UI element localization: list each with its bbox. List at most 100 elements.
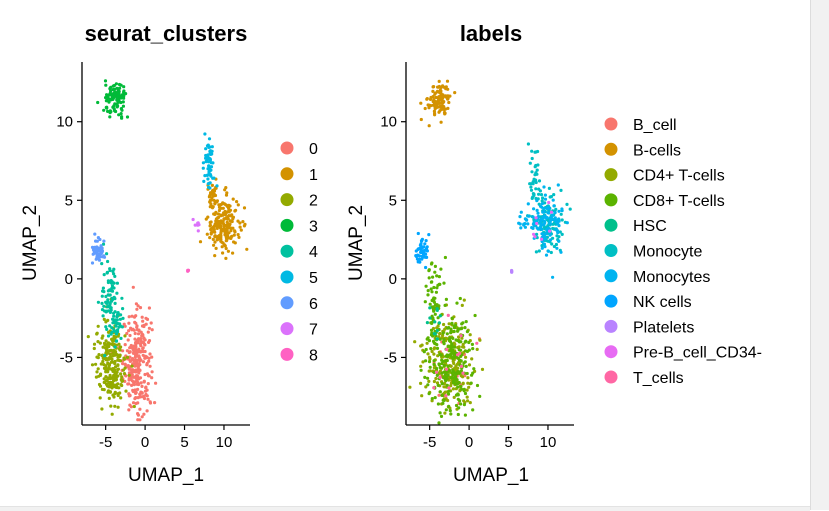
data-point xyxy=(540,246,544,250)
data-point xyxy=(119,396,123,400)
data-point xyxy=(124,374,128,378)
data-point xyxy=(439,107,443,111)
data-point xyxy=(434,370,439,374)
data-point xyxy=(100,262,104,266)
data-point xyxy=(456,339,460,343)
data-point xyxy=(112,348,116,352)
data-point xyxy=(104,370,108,374)
data-point xyxy=(425,97,429,101)
data-point xyxy=(451,368,455,372)
data-point xyxy=(107,344,111,349)
data-point xyxy=(453,371,457,375)
data-point xyxy=(107,363,111,367)
data-point xyxy=(111,97,115,101)
data-point xyxy=(231,215,235,219)
y-tick-label: 5 xyxy=(65,192,73,209)
data-point xyxy=(101,345,105,349)
data-point xyxy=(122,96,126,100)
data-point xyxy=(444,297,448,301)
data-point xyxy=(543,245,547,249)
data-point xyxy=(136,358,140,362)
data-point xyxy=(440,101,444,105)
data-point xyxy=(107,309,111,313)
data-point xyxy=(462,298,466,302)
data-point xyxy=(457,335,461,339)
data-point xyxy=(210,206,215,210)
data-point xyxy=(454,367,458,371)
data-point xyxy=(148,401,153,405)
data-point xyxy=(109,110,113,114)
data-point xyxy=(435,366,439,371)
data-point xyxy=(461,381,465,385)
data-point xyxy=(118,317,122,321)
data-point xyxy=(450,342,454,346)
data-point xyxy=(543,197,548,201)
legend: B_cell B-cells CD4+ T-cells CD8+ T-cells HSC… xyxy=(604,117,762,387)
data-point xyxy=(123,366,127,370)
legend-label: T_cells xyxy=(633,370,684,387)
data-point xyxy=(471,408,475,412)
data-point xyxy=(452,395,456,399)
data-point xyxy=(97,382,102,387)
data-point xyxy=(98,237,102,242)
data-point xyxy=(442,385,446,389)
data-point xyxy=(438,390,442,394)
data-point xyxy=(425,341,429,345)
data-point xyxy=(443,373,447,377)
data-point xyxy=(458,327,462,331)
data-point xyxy=(107,385,111,389)
data-point xyxy=(130,383,134,387)
data-point xyxy=(438,314,442,318)
data-point xyxy=(429,280,433,284)
data-point xyxy=(146,382,150,386)
data-point xyxy=(424,284,428,288)
data-point xyxy=(113,377,117,381)
data-point xyxy=(543,193,548,197)
data-point xyxy=(111,269,115,273)
data-point xyxy=(419,364,423,368)
data-point xyxy=(424,265,428,270)
data-point xyxy=(457,406,461,410)
data-point xyxy=(448,349,452,353)
data-point xyxy=(431,89,435,93)
data-point xyxy=(438,375,442,380)
data-point xyxy=(460,303,464,307)
data-point xyxy=(116,334,120,338)
data-point xyxy=(424,385,428,389)
data-point xyxy=(461,375,465,379)
data-point xyxy=(102,317,106,321)
data-point xyxy=(450,321,454,325)
data-point xyxy=(229,229,233,233)
legend-label: CD8+ T-cells xyxy=(633,193,725,210)
data-point xyxy=(444,87,448,91)
data-point xyxy=(230,213,234,217)
data-point xyxy=(422,252,426,256)
window-scrollbar[interactable] xyxy=(810,0,829,510)
data-point xyxy=(136,412,140,416)
data-point xyxy=(130,358,134,362)
data-point xyxy=(568,207,572,211)
data-point xyxy=(207,195,211,199)
data-point xyxy=(554,220,558,224)
data-point xyxy=(120,116,124,120)
data-point xyxy=(459,384,463,389)
data-point xyxy=(206,173,210,177)
legend-label: B_cell xyxy=(633,117,677,134)
data-point xyxy=(554,242,559,247)
data-point xyxy=(111,105,115,109)
data-point xyxy=(102,273,106,277)
data-point xyxy=(207,185,211,189)
data-point xyxy=(238,225,242,229)
data-point xyxy=(147,359,151,363)
data-point xyxy=(142,379,146,383)
data-point xyxy=(427,339,431,343)
data-point xyxy=(433,346,437,350)
data-point xyxy=(112,83,116,88)
data-point xyxy=(432,285,436,290)
data-point xyxy=(242,224,246,228)
data-point xyxy=(109,281,113,285)
legend-key xyxy=(280,244,294,258)
data-point xyxy=(453,377,457,381)
data-point xyxy=(201,161,205,165)
data-point xyxy=(215,238,219,242)
